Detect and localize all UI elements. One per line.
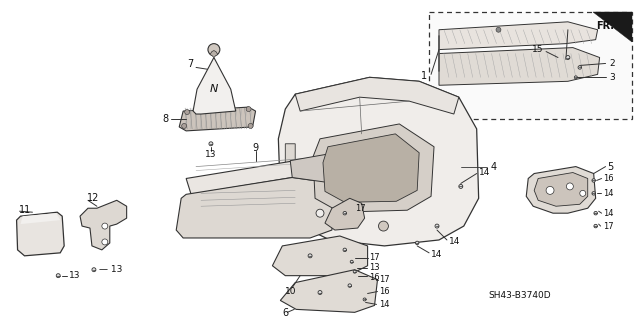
Text: 16: 16 xyxy=(380,287,390,296)
Text: 14: 14 xyxy=(479,168,490,177)
Text: 2: 2 xyxy=(609,59,615,68)
Text: 14: 14 xyxy=(604,189,614,198)
Polygon shape xyxy=(179,107,255,131)
Circle shape xyxy=(566,183,573,190)
Text: 14: 14 xyxy=(431,250,442,259)
Polygon shape xyxy=(273,236,367,276)
Circle shape xyxy=(318,291,322,294)
Text: FR.: FR. xyxy=(596,21,614,31)
Text: 14: 14 xyxy=(380,300,390,309)
Polygon shape xyxy=(291,154,340,183)
Circle shape xyxy=(592,192,595,195)
Polygon shape xyxy=(193,57,236,114)
Circle shape xyxy=(182,123,187,129)
Circle shape xyxy=(378,221,388,231)
Circle shape xyxy=(246,107,251,112)
Circle shape xyxy=(566,56,570,60)
Text: 12: 12 xyxy=(87,193,99,203)
Circle shape xyxy=(592,179,595,182)
Polygon shape xyxy=(186,161,340,194)
Circle shape xyxy=(578,66,582,69)
Circle shape xyxy=(185,109,189,115)
Text: 17: 17 xyxy=(369,253,380,262)
Text: 14: 14 xyxy=(449,237,460,247)
Polygon shape xyxy=(278,77,479,246)
Text: 8: 8 xyxy=(162,114,168,124)
Text: 13: 13 xyxy=(69,271,81,280)
Polygon shape xyxy=(17,212,64,256)
Circle shape xyxy=(546,186,554,194)
Circle shape xyxy=(208,44,220,56)
Text: 6: 6 xyxy=(282,308,289,318)
FancyBboxPatch shape xyxy=(429,12,632,119)
Circle shape xyxy=(56,274,60,278)
Circle shape xyxy=(435,224,439,228)
Polygon shape xyxy=(210,51,218,57)
Text: 13: 13 xyxy=(369,263,380,272)
Circle shape xyxy=(496,27,501,32)
Polygon shape xyxy=(325,198,365,230)
Circle shape xyxy=(248,123,253,129)
Text: 11: 11 xyxy=(19,205,31,215)
Polygon shape xyxy=(20,213,60,224)
Text: 5: 5 xyxy=(607,162,614,172)
Text: 3: 3 xyxy=(609,73,615,82)
Text: 10: 10 xyxy=(285,287,296,296)
Circle shape xyxy=(92,268,96,272)
Circle shape xyxy=(594,224,597,228)
Polygon shape xyxy=(285,144,295,203)
Circle shape xyxy=(348,284,351,287)
Polygon shape xyxy=(526,167,596,213)
Circle shape xyxy=(353,270,356,273)
Polygon shape xyxy=(534,173,588,206)
Polygon shape xyxy=(313,124,434,212)
Text: 9: 9 xyxy=(253,143,259,153)
Text: 17: 17 xyxy=(380,275,390,284)
Text: 16: 16 xyxy=(604,174,614,183)
Text: 7: 7 xyxy=(187,59,193,70)
Text: 16: 16 xyxy=(369,273,380,282)
Text: 13: 13 xyxy=(205,150,217,159)
Text: N: N xyxy=(210,84,218,94)
Text: 15: 15 xyxy=(532,45,543,54)
Text: 17: 17 xyxy=(604,222,614,231)
Text: 4: 4 xyxy=(490,162,497,172)
Polygon shape xyxy=(80,200,127,250)
Polygon shape xyxy=(323,134,419,202)
Circle shape xyxy=(459,184,463,189)
Circle shape xyxy=(102,223,108,229)
Polygon shape xyxy=(439,22,598,49)
Text: 17: 17 xyxy=(355,204,365,213)
Circle shape xyxy=(594,211,597,215)
Circle shape xyxy=(363,298,366,301)
Circle shape xyxy=(209,142,213,146)
Circle shape xyxy=(343,211,346,215)
Polygon shape xyxy=(295,77,459,114)
Circle shape xyxy=(574,76,577,79)
Text: SH43-B3740D: SH43-B3740D xyxy=(488,291,551,300)
Text: — 13: — 13 xyxy=(99,265,122,274)
Circle shape xyxy=(316,209,324,217)
Polygon shape xyxy=(439,48,600,85)
Polygon shape xyxy=(280,270,378,312)
Text: 1: 1 xyxy=(421,71,427,81)
Circle shape xyxy=(102,239,108,245)
Polygon shape xyxy=(176,177,335,238)
Polygon shape xyxy=(593,12,632,42)
Circle shape xyxy=(415,241,419,245)
Circle shape xyxy=(343,248,346,252)
Circle shape xyxy=(580,190,586,196)
Circle shape xyxy=(308,254,312,258)
Circle shape xyxy=(350,260,353,263)
Text: 14: 14 xyxy=(604,209,614,218)
